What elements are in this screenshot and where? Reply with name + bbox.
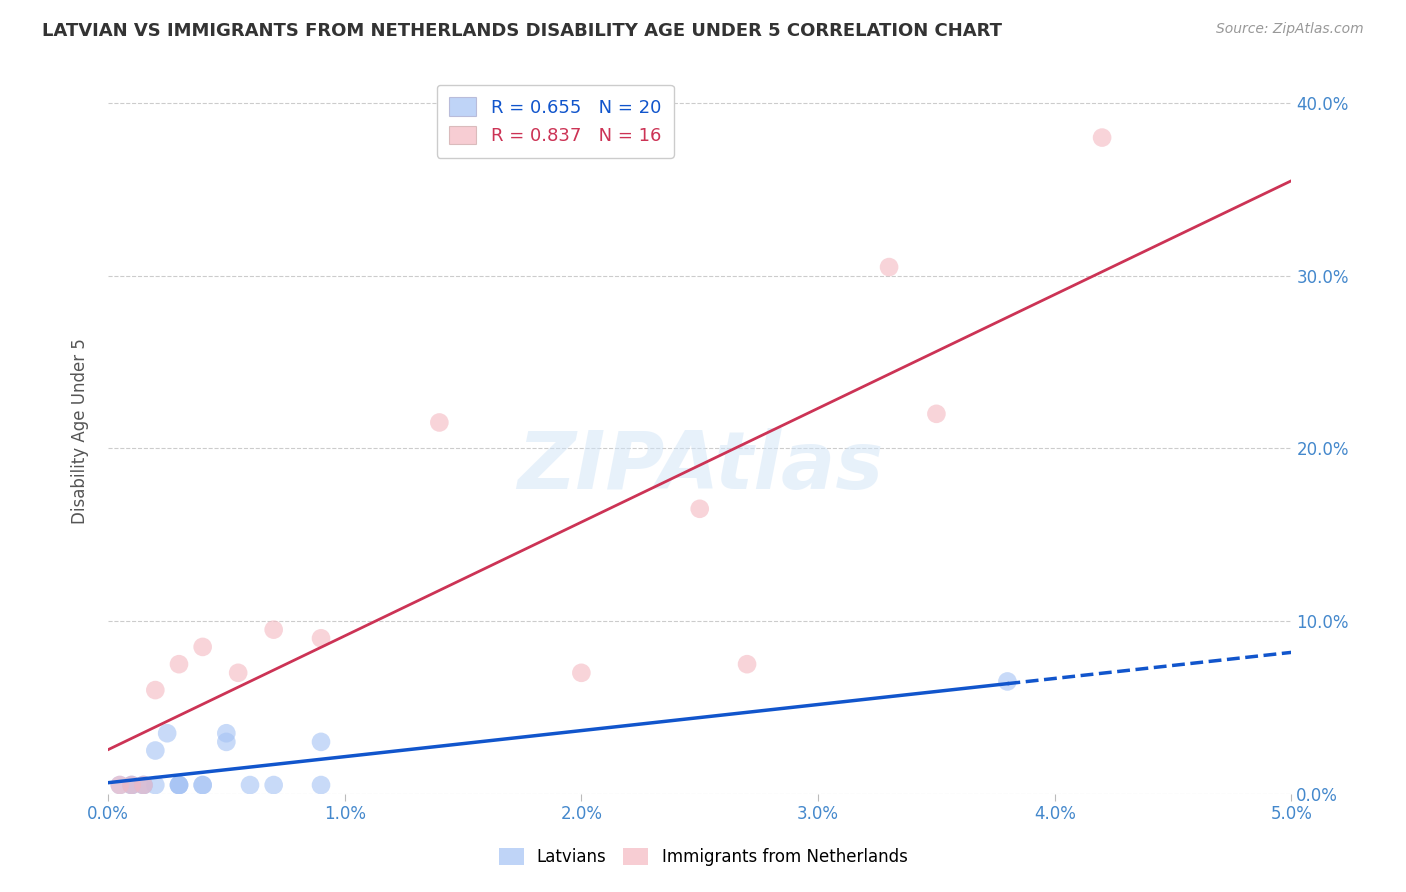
Point [309, 735, 332, 749]
Point [121, 778, 143, 792]
Point [263, 623, 285, 637]
Text: Source: ZipAtlas.com: Source: ZipAtlas.com [1216, 22, 1364, 37]
Point [108, 778, 131, 792]
Point [143, 683, 166, 698]
Text: ZIPAtlas: ZIPAtlas [516, 428, 883, 507]
Point [309, 632, 332, 646]
Y-axis label: Disability Age Under 5: Disability Age Under 5 [72, 338, 89, 524]
Point [121, 778, 143, 792]
Point [309, 778, 332, 792]
Point [108, 778, 131, 792]
Point [997, 674, 1019, 689]
Point [132, 778, 155, 792]
Point [132, 778, 155, 792]
Point [215, 735, 238, 749]
Legend: Latvians, Immigrants from Netherlands: Latvians, Immigrants from Netherlands [491, 840, 915, 875]
Point [263, 778, 285, 792]
Point [735, 657, 758, 672]
Point [239, 778, 262, 792]
Point [143, 743, 166, 757]
Text: LATVIAN VS IMMIGRANTS FROM NETHERLANDS DISABILITY AGE UNDER 5 CORRELATION CHART: LATVIAN VS IMMIGRANTS FROM NETHERLANDS D… [42, 22, 1002, 40]
Point [427, 416, 450, 430]
Point [569, 665, 592, 680]
Point [132, 778, 155, 792]
Point [191, 778, 214, 792]
Point [1091, 130, 1114, 145]
Legend: R = 0.655   N = 20, R = 0.837   N = 16: R = 0.655 N = 20, R = 0.837 N = 16 [436, 85, 673, 158]
Point [925, 407, 948, 421]
Point [191, 778, 214, 792]
Point [877, 260, 900, 274]
Point [191, 640, 214, 654]
Point [143, 778, 166, 792]
Point [215, 726, 238, 740]
Point [689, 501, 711, 516]
Point [167, 778, 190, 792]
Point [167, 657, 190, 672]
Point [167, 778, 190, 792]
Point [167, 778, 190, 792]
Point [156, 726, 179, 740]
Point [121, 778, 143, 792]
Point [226, 665, 249, 680]
